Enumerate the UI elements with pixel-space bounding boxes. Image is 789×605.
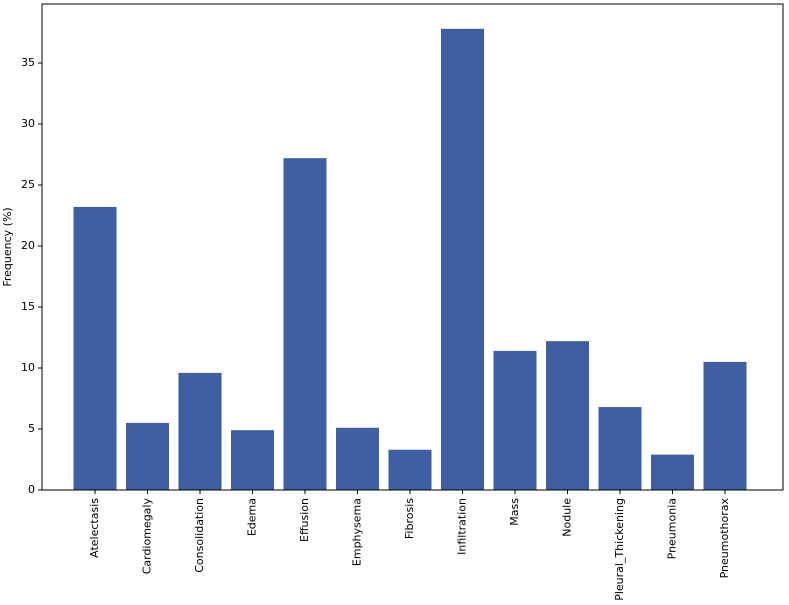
x-tick-label: Mass [508,498,521,526]
y-tick-label: 5 [28,422,35,435]
x-tick-label: Effusion [298,498,311,542]
x-tick-label: Consolidation [193,498,206,573]
bar-emphysema [336,427,379,490]
bars-group [73,28,747,491]
x-tick-label: Atelectasis [88,498,101,558]
y-axis-label: Frequency (%) [1,207,14,286]
plot-frame [41,3,784,491]
bar-fibrosis [388,449,432,490]
y-tick-label: 30 [21,117,35,130]
bar-cardiomegaly [126,422,169,490]
y-tick-label: 0 [28,483,35,496]
bar-pleural-thickening [598,407,642,490]
y-tick-label: 10 [21,361,35,374]
bar-nodule [546,341,589,490]
x-tick-label: Infiltration [456,498,469,555]
x-axis-ticks: Atelectasis Cardiomegaly Consolidation Edem… [88,490,731,601]
bar-pneumonia [651,454,694,490]
y-tick-label: 25 [21,178,35,191]
bar-effusion [283,158,327,490]
x-tick-label: Pleural_Thickening [613,498,626,601]
x-tick-label: Cardiomegaly [141,498,154,575]
bar-infiltration [441,28,484,491]
y-axis-ticks: 0 5 10 15 20 25 30 35 [21,56,42,496]
bar-atelectasis [73,206,117,490]
bar-consolidation [178,372,222,490]
x-tick-label: Nodule [561,498,574,537]
x-tick-label: Edema [246,498,259,536]
bar-pneumothorax [703,361,747,490]
bar-edema [231,430,274,490]
x-tick-label: Fibrosis [403,498,416,539]
bar-mass [493,350,537,490]
x-tick-label: Pneumothorax [718,498,731,579]
x-tick-label: Pneumonia [666,498,679,559]
y-tick-label: 35 [21,56,35,69]
x-tick-label: Emphysema [351,498,364,566]
y-tick-label: 20 [21,239,35,252]
y-tick-label: 15 [21,300,35,313]
